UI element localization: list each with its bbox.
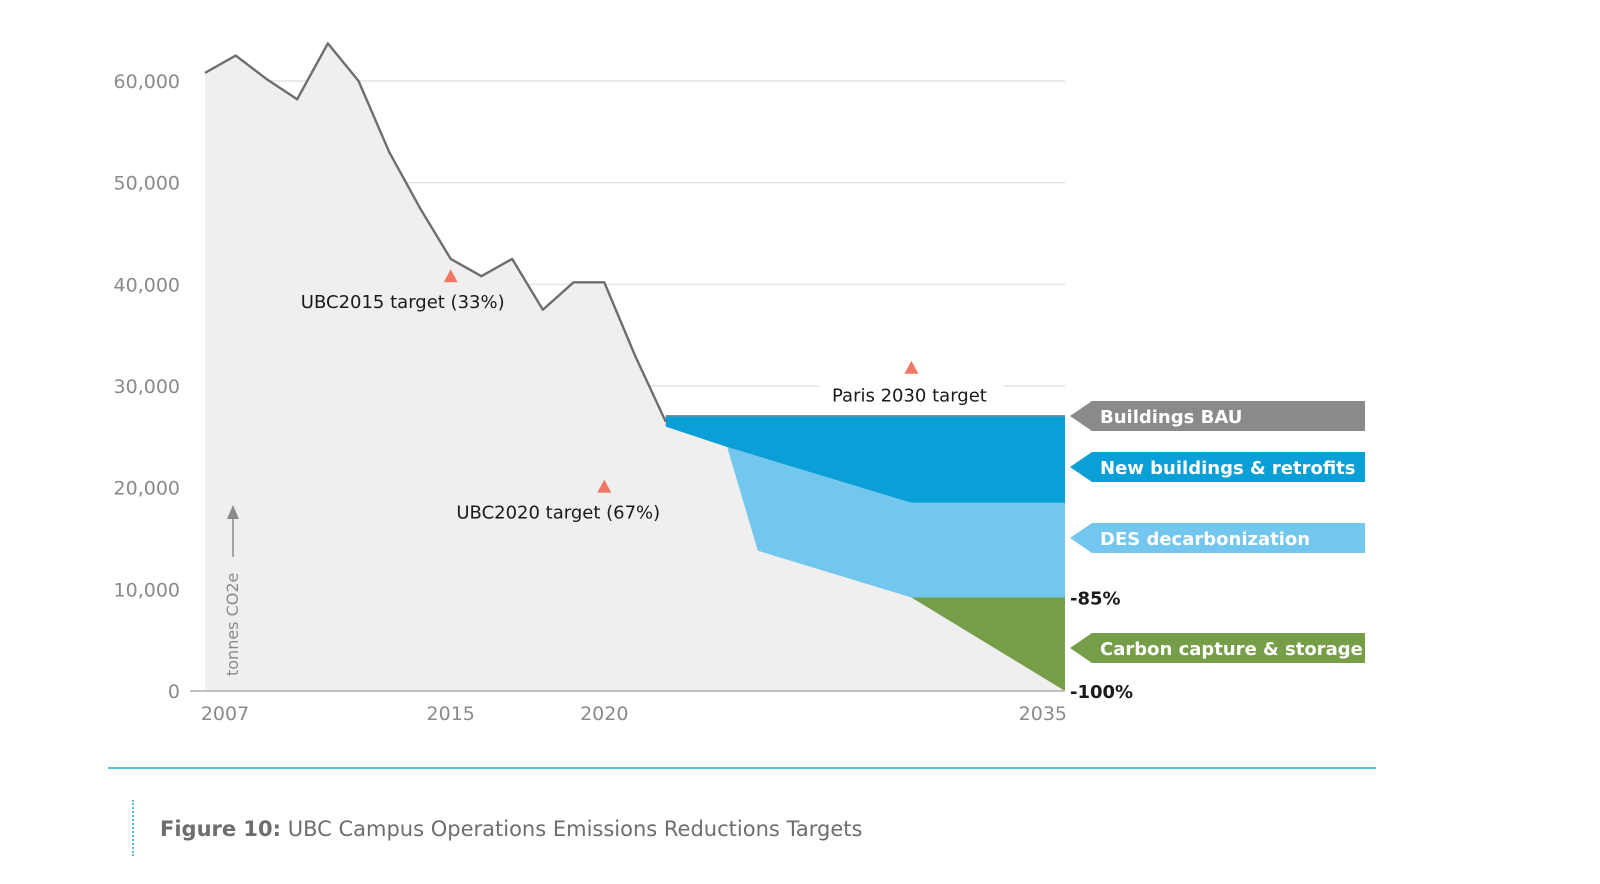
axes: 0 10,000 20,000 30,000 40,000 50,000 60,000 200… xyxy=(114,71,1067,725)
target-label: UBC2020 target (67%) xyxy=(456,503,660,524)
band-carbon-capture-storage xyxy=(911,597,1065,691)
legend-arrow xyxy=(1070,452,1365,482)
x-tick-label: 2007 xyxy=(201,703,249,725)
y-tick-label: 10,000 xyxy=(114,579,180,601)
figure-caption: Figure 10: UBC Campus Operations Emissio… xyxy=(160,817,862,841)
target-marker-icon xyxy=(443,269,458,283)
legend-label: Carbon capture & storage xyxy=(1100,639,1363,660)
target-label: Paris 2030 target xyxy=(832,386,987,407)
y-tick-label: 50,000 xyxy=(114,173,180,195)
legend: Buildings BAU New buildings & retrofits DE… xyxy=(1070,401,1365,663)
target-label-background xyxy=(819,380,1004,409)
target-marker-icon xyxy=(597,479,612,493)
y-axis-unit: tonnes CO2e xyxy=(223,573,242,676)
up-arrow-icon xyxy=(227,505,239,519)
caption-rule xyxy=(108,767,1376,769)
y-axis-label: tonnes CO2e xyxy=(223,505,242,676)
band-new-buildings-retrofits xyxy=(665,416,1065,503)
x-tick-label: 2015 xyxy=(427,703,475,725)
target-markers: UBC2015 target (33%) UBC2020 target (67%)… xyxy=(301,269,1133,703)
legend-label: DES decarbonization xyxy=(1100,529,1310,550)
legend-arrow xyxy=(1070,401,1365,431)
legend-label: New buildings & retrofits xyxy=(1100,458,1356,479)
target-marker-icon xyxy=(904,360,919,374)
y-tick-label: 60,000 xyxy=(114,71,180,93)
figure-title: UBC Campus Operations Emissions Reductio… xyxy=(281,817,863,841)
band-des-decarbonization xyxy=(727,447,1065,598)
y-tick-label: 20,000 xyxy=(114,478,180,500)
caption-dotted-marker xyxy=(132,800,134,856)
legend-arrow xyxy=(1070,523,1365,553)
area-layer xyxy=(205,43,1065,691)
emissions-line-layer xyxy=(204,42,667,423)
x-tick-label: 2035 xyxy=(1019,703,1067,725)
reduction-label: -85% xyxy=(1070,588,1121,609)
legend-arrow xyxy=(1070,633,1365,663)
emissions-line xyxy=(204,42,667,423)
y-tick-label: 30,000 xyxy=(114,376,180,398)
reduction-label: -100% xyxy=(1070,682,1133,703)
y-tick-label: 0 xyxy=(168,681,180,703)
y-tick-label: 40,000 xyxy=(114,274,180,296)
legend-label: Buildings BAU xyxy=(1100,407,1242,428)
x-tick-label: 2020 xyxy=(580,703,628,725)
target-label: UBC2015 target (33%) xyxy=(301,292,505,313)
figure-number: Figure 10: xyxy=(160,817,282,841)
